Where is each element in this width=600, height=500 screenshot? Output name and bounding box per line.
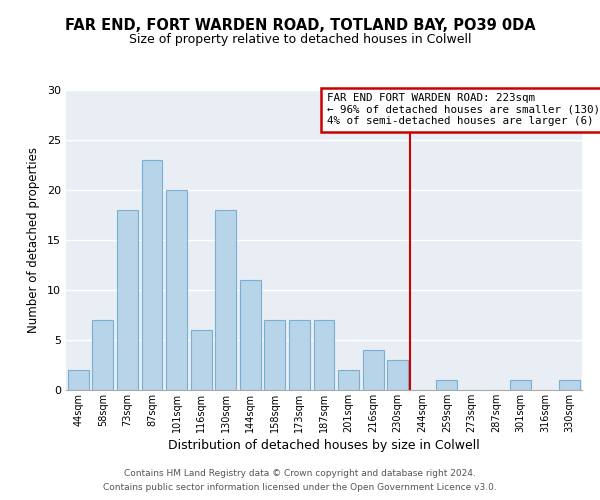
Text: FAR END, FORT WARDEN ROAD, TOTLAND BAY, PO39 0DA: FAR END, FORT WARDEN ROAD, TOTLAND BAY, … — [65, 18, 535, 32]
Text: FAR END FORT WARDEN ROAD: 223sqm
← 96% of detached houses are smaller (130)
4% o: FAR END FORT WARDEN ROAD: 223sqm ← 96% o… — [326, 93, 600, 126]
Text: Contains public sector information licensed under the Open Government Licence v3: Contains public sector information licen… — [103, 484, 497, 492]
Bar — [387, 360, 408, 390]
Text: Size of property relative to detached houses in Colwell: Size of property relative to detached ho… — [129, 32, 471, 46]
Bar — [265, 320, 286, 390]
Bar — [559, 380, 580, 390]
X-axis label: Distribution of detached houses by size in Colwell: Distribution of detached houses by size … — [168, 439, 480, 452]
Bar — [289, 320, 310, 390]
Bar — [92, 320, 113, 390]
Y-axis label: Number of detached properties: Number of detached properties — [27, 147, 40, 333]
Text: Contains HM Land Registry data © Crown copyright and database right 2024.: Contains HM Land Registry data © Crown c… — [124, 468, 476, 477]
Bar — [166, 190, 187, 390]
Bar — [215, 210, 236, 390]
Bar — [510, 380, 531, 390]
Bar — [117, 210, 138, 390]
Bar — [68, 370, 89, 390]
Bar — [240, 280, 261, 390]
Bar — [142, 160, 163, 390]
Bar — [436, 380, 457, 390]
Bar — [338, 370, 359, 390]
Bar — [362, 350, 383, 390]
Bar — [314, 320, 334, 390]
Bar — [191, 330, 212, 390]
